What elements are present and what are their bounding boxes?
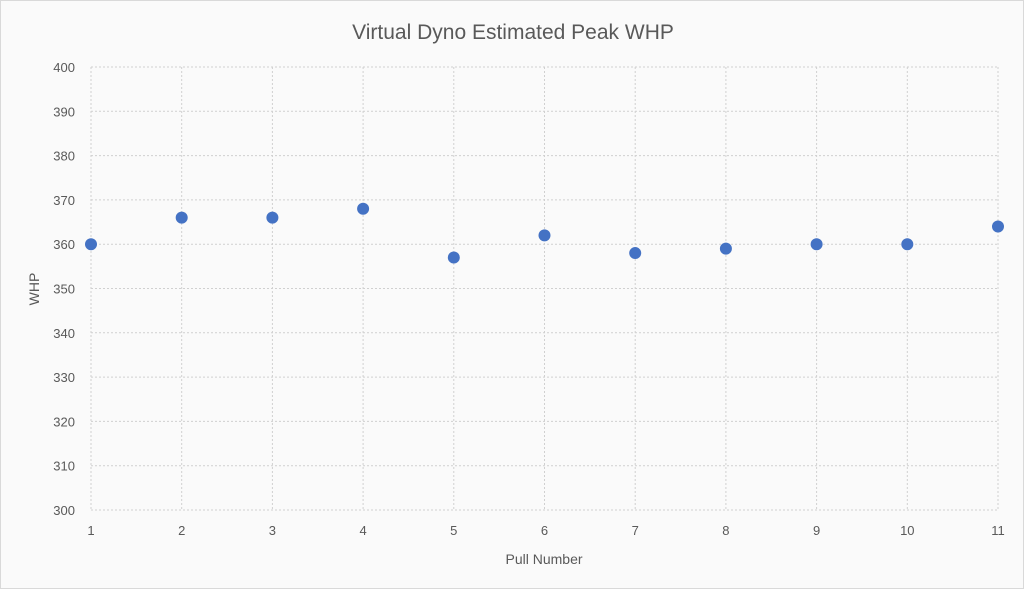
x-tick-label: 9	[813, 523, 820, 538]
data-points	[85, 202, 1004, 264]
chart-title: Virtual Dyno Estimated Peak WHP	[352, 21, 674, 44]
x-tick-label: 7	[632, 523, 639, 538]
y-tick-label: 320	[53, 414, 75, 429]
data-point	[719, 242, 732, 255]
data-point	[810, 238, 823, 251]
data-point	[175, 211, 188, 224]
y-tick-label: 310	[53, 459, 75, 474]
data-point	[85, 238, 97, 251]
y-tick-label: 370	[53, 193, 75, 208]
x-axis-label: Pull Number	[505, 551, 582, 567]
x-tick-label: 1	[87, 523, 94, 538]
x-tick-labels: 1 2 3 4 5 6 7 8 9 10 11	[87, 523, 1004, 538]
y-tick-label: 360	[53, 237, 75, 252]
x-tick-label: 6	[541, 523, 548, 538]
x-tick-label: 2	[178, 523, 185, 538]
y-tick-label: 330	[53, 370, 75, 385]
data-point	[357, 202, 370, 215]
y-tick-labels: 300 310 320 330 340 350 360 370 380 390 400	[53, 60, 75, 518]
x-tick-label: 3	[269, 523, 276, 538]
x-tick-label: 10	[900, 523, 914, 538]
y-axis-label: WHP	[26, 273, 42, 306]
x-tick-label: 11	[991, 523, 1005, 538]
data-point	[538, 229, 551, 242]
y-tick-label: 350	[53, 282, 75, 297]
x-tick-label: 5	[450, 523, 457, 538]
gridlines	[90, 66, 999, 511]
x-tick-label: 8	[722, 523, 729, 538]
y-tick-label: 380	[53, 149, 75, 164]
x-tick-label: 4	[359, 523, 366, 538]
data-point	[901, 238, 914, 251]
y-tick-label: 300	[53, 503, 75, 518]
y-tick-label: 340	[53, 326, 75, 341]
data-point	[992, 220, 1004, 233]
data-point	[629, 247, 642, 260]
y-tick-label: 390	[53, 104, 75, 119]
y-tick-label: 400	[53, 60, 75, 75]
data-point	[447, 251, 460, 264]
data-point	[266, 211, 279, 224]
